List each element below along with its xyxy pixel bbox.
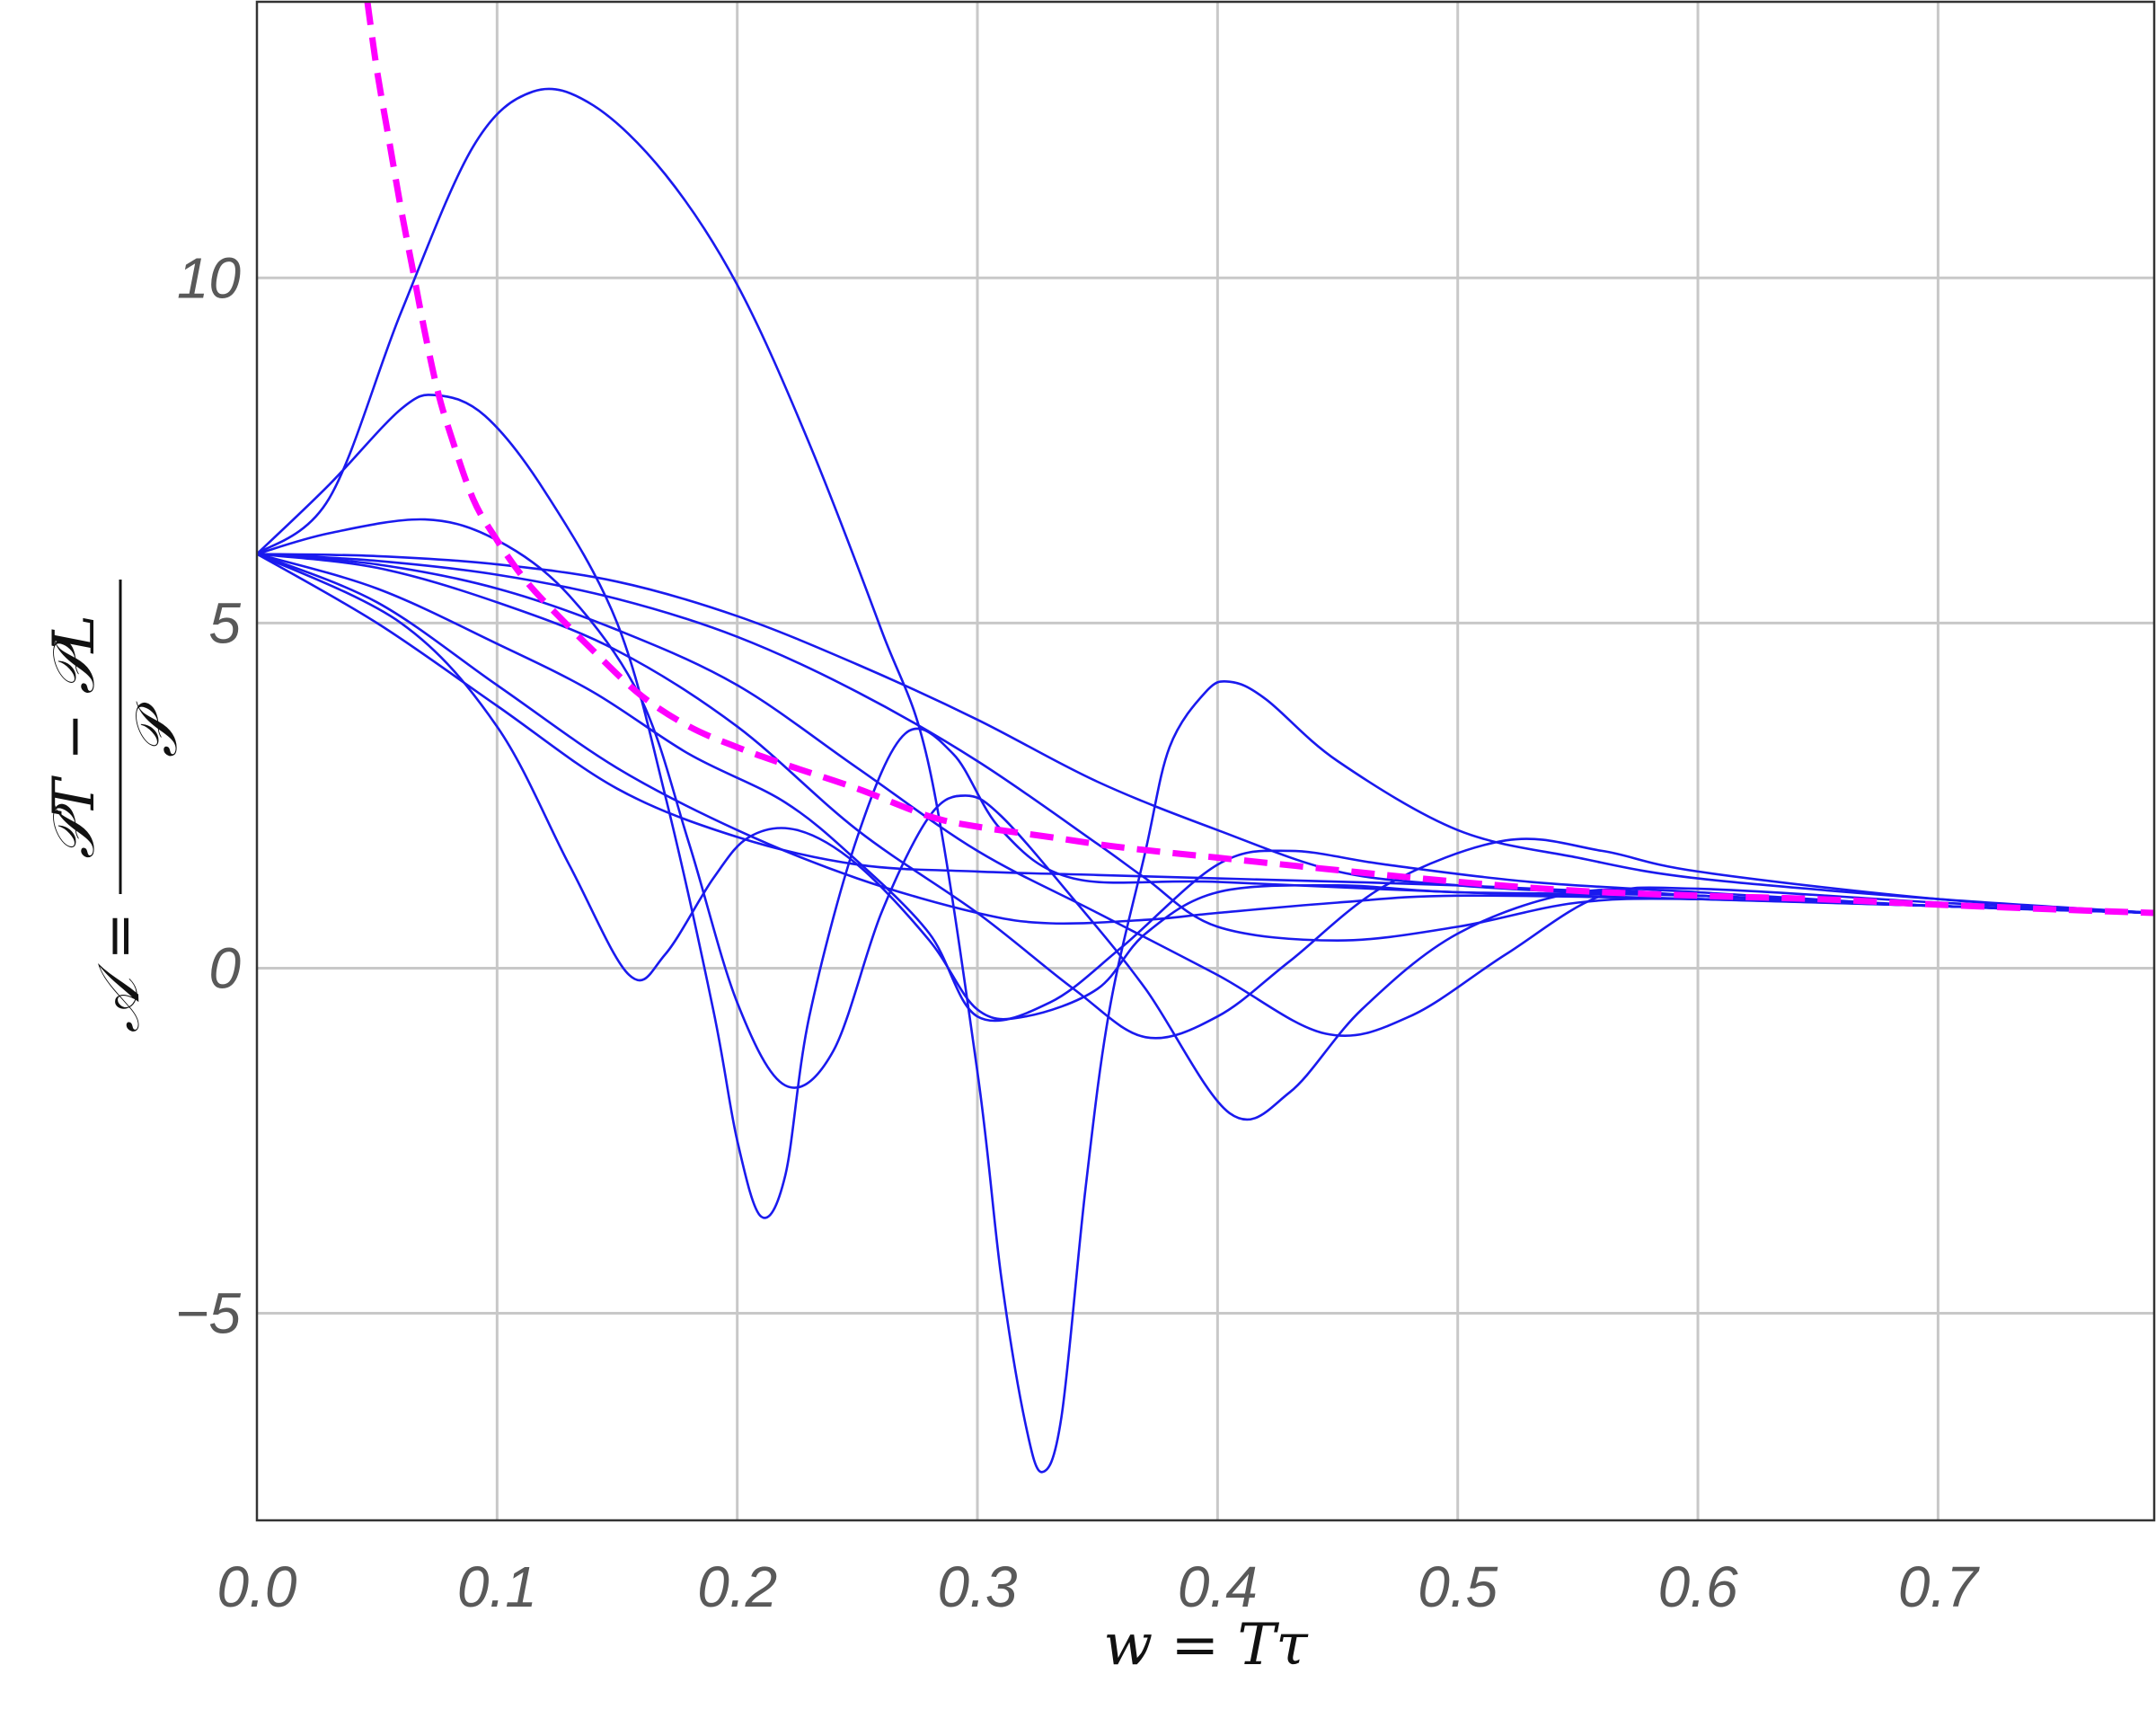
y-tick-label: 5 bbox=[208, 590, 241, 655]
dashed-reference-curve bbox=[364, 2, 2154, 917]
y-axis-title: 𝒜 = 𝒫T − 𝒫L 𝒫 bbox=[41, 580, 190, 1033]
solid-curve-9 bbox=[257, 553, 2154, 915]
tick-labels: 0.0 0.1 0.2 0.3 0.4 0.5 0.6 0.7 −5 0 5 10 bbox=[175, 245, 1980, 1619]
series-group bbox=[257, 2, 2154, 1474]
plot-frame bbox=[255, 0, 2156, 1522]
x-tick-label: 0.2 bbox=[697, 1554, 777, 1619]
y-axis-title-denominator: 𝒫 bbox=[124, 701, 190, 757]
y-tick-label: −5 bbox=[175, 1281, 241, 1346]
solid-curve-6 bbox=[257, 553, 2154, 1040]
solid-curve-1 bbox=[257, 87, 2154, 1474]
grid bbox=[257, 2, 2154, 1520]
y-axis-title-prefix: 𝒜 = bbox=[86, 912, 153, 1033]
x-tick-label: 0.3 bbox=[938, 1554, 1018, 1619]
x-axis-title: w = Tτ bbox=[1103, 1612, 1309, 1678]
y-axis-title-numerator: 𝒫T − 𝒫L bbox=[41, 615, 108, 859]
solid-curve-4 bbox=[257, 553, 2154, 1021]
solid-curve-7 bbox=[257, 553, 2154, 1038]
x-tick-label: 0.1 bbox=[457, 1554, 537, 1619]
x-tick-label: 0.7 bbox=[1898, 1554, 1980, 1619]
x-tick-label: 0.4 bbox=[1178, 1554, 1258, 1619]
solid-curve-3 bbox=[257, 518, 2154, 1121]
solid-curve-5 bbox=[257, 553, 2154, 1023]
x-tick-label: 0.6 bbox=[1658, 1554, 1738, 1619]
solid-curve-11 bbox=[257, 553, 2154, 915]
x-tick-label: 0.0 bbox=[217, 1554, 297, 1619]
solid-curve-10 bbox=[257, 553, 2154, 926]
y-tick-label: 10 bbox=[177, 245, 242, 310]
x-tick-label: 0.5 bbox=[1418, 1554, 1498, 1619]
y-tick-label: 0 bbox=[208, 935, 241, 1000]
